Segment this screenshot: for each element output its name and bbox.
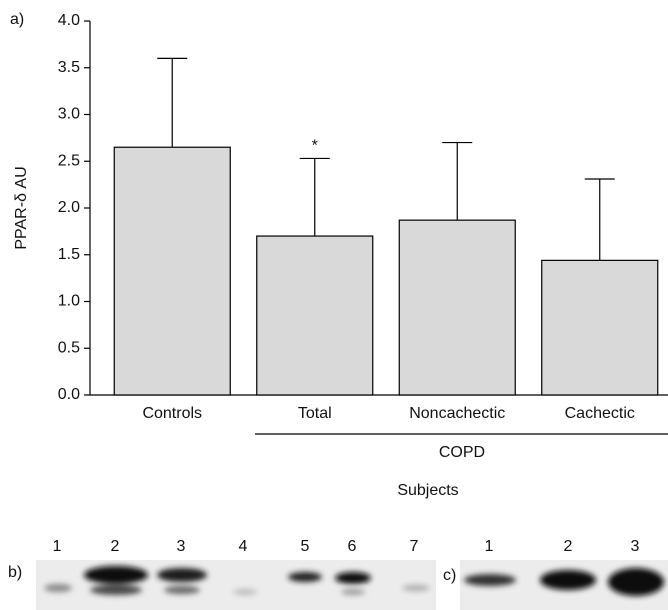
y-tick-label: 1.0 [58,293,80,310]
y-axis-label: PPAR-δ AU [13,166,30,249]
y-tick-label: 4.0 [58,12,80,29]
y-tick-label: 2.5 [58,152,80,169]
bar [113,146,231,396]
lane-label: 5 [301,538,310,555]
bar [541,259,659,396]
x-axis-label: Subjects [397,482,458,499]
bar [398,219,516,396]
annotation: * [312,138,318,155]
lane-label: 7 [410,538,419,555]
y-tick-label: 0.0 [58,386,80,403]
y-tick-label: 3.0 [58,106,80,123]
lane-label: 3 [631,538,640,555]
lane-label: 2 [111,538,120,555]
y-tick-label: 0.5 [58,339,80,356]
blot-b-strip [36,560,436,610]
group-label: COPD [439,444,485,461]
lane-label: 2 [564,538,573,555]
lane-label: 6 [348,538,357,555]
y-tick-label: 1.5 [58,246,80,263]
lane-label: 1 [485,538,494,555]
lane-label: 1 [53,538,62,555]
blot-b-bands [44,566,430,595]
bar [256,235,374,396]
x-tick-label: Controls [142,405,202,422]
x-tick-label: Cachectic [565,405,635,422]
x-tick-label: Total [298,405,332,422]
blot-label: c) [443,567,456,584]
panel-label: a) [10,11,24,28]
blot-c-bands [464,568,664,596]
y-tick-label: 2.0 [58,199,80,216]
x-tick-label: Noncachectic [409,405,505,422]
lane-label: 4 [239,538,248,555]
lane-label: 3 [177,538,186,555]
y-tick-label: 3.5 [58,59,80,76]
blot-label: b) [8,564,22,581]
